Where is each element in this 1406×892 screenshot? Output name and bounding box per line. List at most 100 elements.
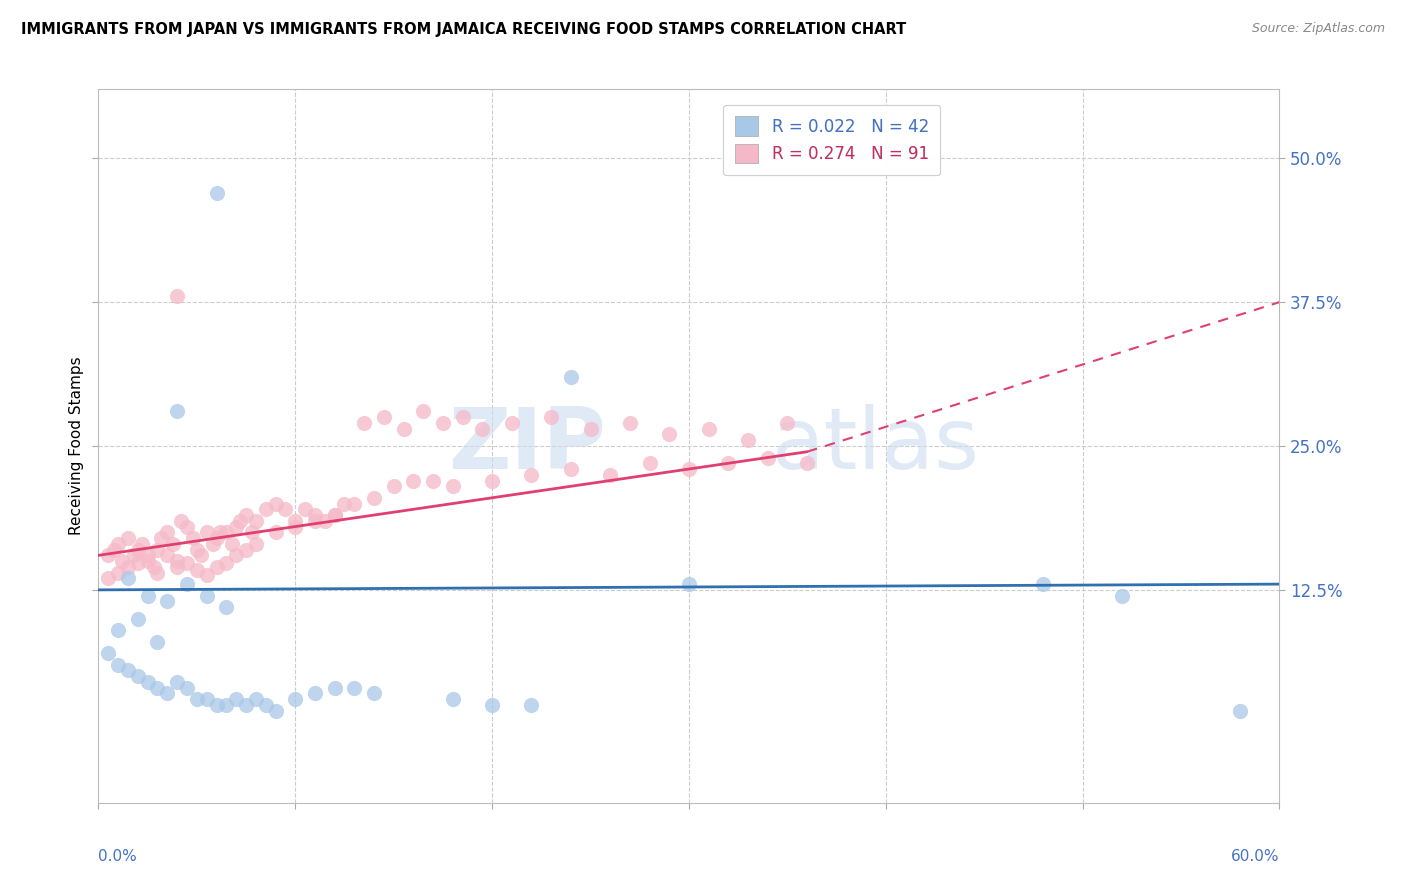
Point [156,525,179,540]
Point [166,404,188,418]
Point [658,427,681,442]
Point [150,531,173,545]
Point [323,681,346,695]
Point [314,514,336,528]
Point [229,514,252,528]
Point [107,537,129,551]
Point [225,519,247,533]
Point [215,557,238,571]
Point [107,623,129,637]
Point [697,422,720,436]
Point [678,462,700,476]
Point [131,537,153,551]
Point [304,686,326,700]
Text: Source: ZipAtlas.com: Source: ZipAtlas.com [1251,22,1385,36]
Point [122,549,145,563]
Point [1111,589,1133,603]
Point [136,589,159,603]
Point [776,416,799,430]
Point [392,422,415,436]
Point [235,698,257,712]
Point [142,559,165,574]
Point [264,497,287,511]
Point [717,456,740,470]
Point [254,502,277,516]
Point [373,410,395,425]
Point [215,525,238,540]
Y-axis label: Receiving Food Stamps: Receiving Food Stamps [69,357,84,535]
Point [201,537,224,551]
Point [323,508,346,522]
Point [176,519,198,533]
Point [127,612,149,626]
Point [156,594,179,608]
Point [166,675,188,690]
Point [146,681,169,695]
Point [205,698,228,712]
Text: IMMIGRANTS FROM JAPAN VS IMMIGRANTS FROM JAMAICA RECEIVING FOOD STAMPS CORRELATI: IMMIGRANTS FROM JAPAN VS IMMIGRANTS FROM… [21,22,907,37]
Point [221,537,243,551]
Point [304,508,326,522]
Point [170,514,193,528]
Point [363,686,385,700]
Point [422,474,444,488]
Point [638,456,661,470]
Point [190,549,212,563]
Point [205,531,228,545]
Point [156,686,179,700]
Point [402,474,425,488]
Point [146,542,169,557]
Point [284,514,307,528]
Point [796,456,818,470]
Point [156,549,179,563]
Point [215,698,238,712]
Point [481,698,503,712]
Point [274,502,297,516]
Point [451,410,474,425]
Point [176,577,198,591]
Point [432,416,454,430]
Point [97,646,120,660]
Point [245,514,267,528]
Point [264,704,287,718]
Point [353,416,375,430]
Point [127,557,149,571]
Point [186,692,208,706]
Point [127,542,149,557]
Point [166,559,188,574]
Point [195,525,218,540]
Point [471,422,494,436]
Point [127,669,149,683]
Point [245,692,267,706]
Text: atlas: atlas [772,404,980,488]
Point [678,577,700,591]
Text: 60.0%: 60.0% [1232,849,1279,864]
Point [363,491,385,505]
Point [176,557,198,571]
Point [284,692,307,706]
Point [215,600,238,615]
Point [1229,704,1251,718]
Point [111,554,134,568]
Point [441,692,464,706]
Point [235,542,257,557]
Point [176,681,198,695]
Point [205,559,228,574]
Point [136,675,159,690]
Point [166,289,188,303]
Point [333,497,356,511]
Point [146,566,169,580]
Point [579,422,602,436]
Point [107,657,129,672]
Point [107,566,129,580]
Point [240,525,263,540]
Point [245,537,267,551]
Point [441,479,464,493]
Point [166,554,188,568]
Point [117,531,139,545]
Point [117,664,139,678]
Point [412,404,434,418]
Point [195,692,218,706]
Point [117,571,139,585]
Point [254,698,277,712]
